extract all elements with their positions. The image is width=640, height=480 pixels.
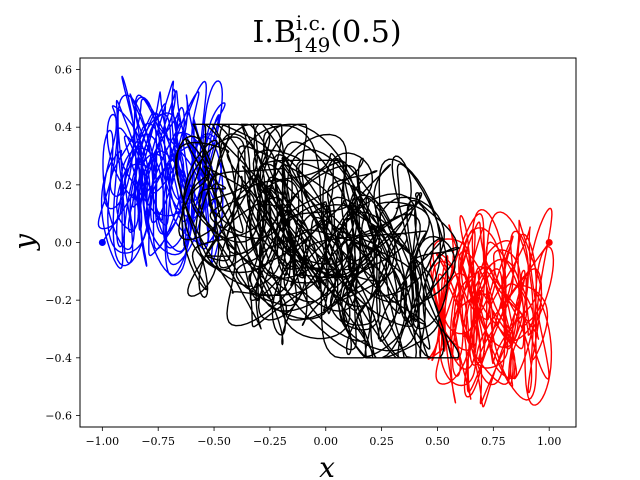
x-tick-label: −0.50	[197, 435, 231, 448]
series-line	[427, 207, 555, 408]
y-tick-label: −0.4	[45, 352, 72, 365]
plot-area	[97, 75, 555, 408]
y-axis-label: y	[8, 233, 41, 252]
chart-title: I.Bi.c. 149(0.5)	[252, 11, 401, 57]
y-tick-label: 0.0	[55, 237, 73, 250]
y-tick-label: −0.2	[45, 294, 72, 307]
title-superscript: i.c.	[296, 11, 326, 35]
title-subscript: 149	[292, 33, 330, 57]
y-tick-label: −0.6	[45, 409, 72, 422]
x-tick-label: 1.00	[537, 435, 562, 448]
series-black-trajectory	[174, 123, 460, 359]
start-point-marker	[545, 239, 553, 246]
series-line	[174, 123, 460, 359]
start-point-marker	[98, 239, 106, 246]
x-axis-label: x	[319, 451, 335, 480]
x-tick-label: 0.75	[481, 435, 506, 448]
x-tick-label: 0.25	[369, 435, 394, 448]
x-tick-label: 0.50	[425, 435, 450, 448]
x-tick-label: −1.00	[85, 435, 119, 448]
x-tick-label: 0.00	[314, 435, 339, 448]
title-argument: (0.5)	[330, 15, 401, 50]
y-tick-label: 0.4	[55, 121, 73, 134]
y-tick-label: 0.6	[55, 64, 73, 77]
x-tick-label: −0.25	[253, 435, 287, 448]
y-tick-label: 0.2	[55, 179, 73, 192]
y-axis: −0.6 −0.4 −0.2 0.0 0.2 0.4 0.6	[45, 64, 80, 422]
title-base: I.B	[252, 15, 295, 50]
x-tick-label: −0.75	[141, 435, 175, 448]
x-axis: −1.00 −0.75 −0.50 −0.25 0.00 0.25 0.50 0.75 1.00	[85, 427, 561, 448]
series-red-trajectory	[427, 207, 555, 408]
